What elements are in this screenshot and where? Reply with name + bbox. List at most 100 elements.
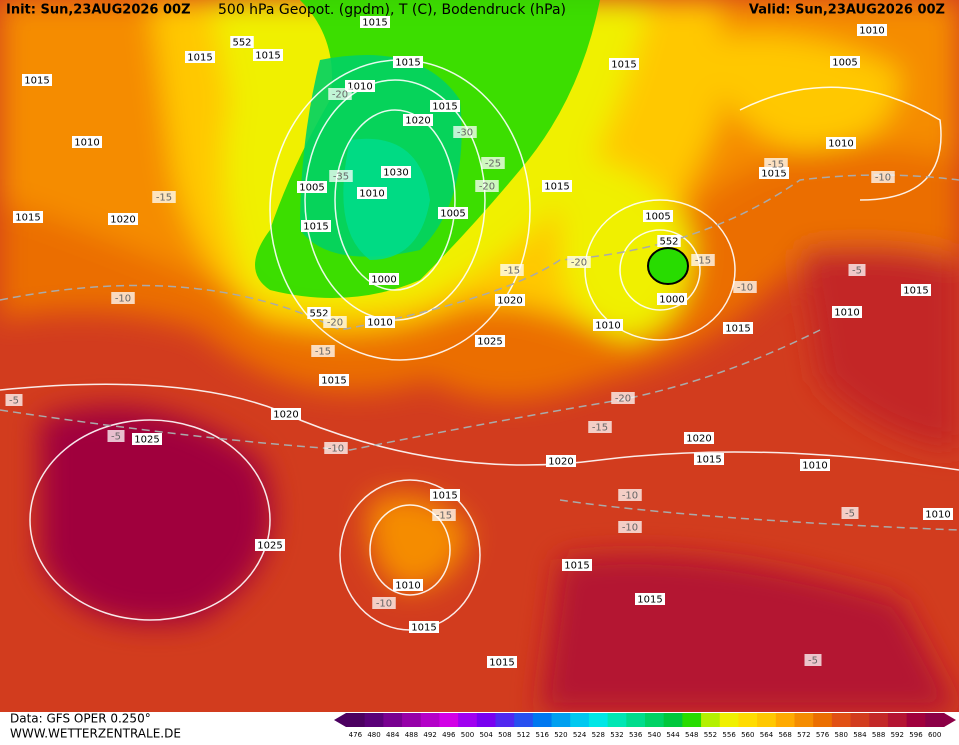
- site: WWW.WETTERZENTRALE.DE: [10, 727, 181, 741]
- colorbar-swatch: [906, 713, 926, 727]
- label-box: [107, 430, 125, 442]
- label-box: [328, 88, 352, 100]
- label-box: [311, 345, 335, 357]
- label-box: [22, 74, 52, 86]
- colorbar-swatch: [831, 713, 852, 727]
- colorbar-label: 576: [816, 731, 830, 739]
- colorbar-swatch: [495, 713, 515, 727]
- label-box: [365, 316, 395, 328]
- label-box: [72, 136, 102, 148]
- label-box: [475, 335, 505, 347]
- label-box: [369, 273, 399, 285]
- colorbar-label: 536: [629, 731, 643, 739]
- label-box: [487, 656, 517, 668]
- temperature-label: -20: [332, 90, 348, 101]
- colorbar-label: 552: [704, 731, 717, 739]
- colorbar-label: 560: [741, 731, 754, 739]
- pressure-label: 1010: [347, 82, 372, 93]
- pressure-label: 1015: [903, 286, 928, 297]
- label-box: [723, 322, 753, 334]
- colorbar-label: 544: [666, 731, 680, 739]
- label-box: [381, 166, 411, 178]
- label-box: [409, 621, 439, 633]
- pressure-label: 1010: [828, 139, 853, 150]
- colorbar-swatch: [458, 713, 478, 727]
- pressure-label: 1020: [273, 410, 298, 421]
- colorbar-swatch: [738, 713, 758, 727]
- pressure-label: 1010: [367, 318, 392, 329]
- temperature-label: -5: [111, 432, 121, 443]
- temperature-label: -5: [9, 396, 19, 407]
- pressure-label: 1015: [24, 76, 49, 87]
- label-box: [657, 235, 681, 247]
- colorbar-swatch: [439, 713, 459, 727]
- pressure-label: 1025: [477, 337, 502, 348]
- colorbar-label: 520: [554, 731, 567, 739]
- label-box: [230, 36, 254, 48]
- colorbar-swatch: [364, 713, 384, 727]
- colorbar-swatch: [682, 713, 702, 727]
- label-box: [857, 24, 887, 36]
- temperature-label: -10: [376, 599, 392, 610]
- label-box: [848, 264, 866, 276]
- temperature-label: -25: [485, 159, 501, 170]
- colorbar-label: 588: [872, 731, 885, 739]
- pressure-label: 1025: [257, 541, 282, 552]
- colorbar-end: [334, 713, 346, 727]
- pressure-label: 1015: [362, 18, 387, 29]
- label-box: [567, 256, 591, 268]
- colorbar-swatch: [645, 713, 665, 727]
- temperature-label: -10: [622, 491, 638, 502]
- label-box: [301, 220, 331, 232]
- label-box: [430, 489, 460, 501]
- colorbar-label: 568: [778, 731, 791, 739]
- pressure-label: 1010: [74, 138, 99, 149]
- temperature-label: -5: [852, 266, 862, 277]
- label-box: [319, 374, 349, 386]
- pressure-label: 1020: [497, 296, 522, 307]
- temperature-label: -10: [622, 523, 638, 534]
- label-box: [430, 100, 460, 112]
- label-box: [832, 306, 862, 318]
- colorbar-swatch: [813, 713, 833, 727]
- label-box: [323, 316, 347, 328]
- pressure-label: 1000: [371, 275, 396, 286]
- pressure-label: 1015: [15, 213, 40, 224]
- label-box: [830, 56, 860, 68]
- temperature-label: -10: [737, 283, 753, 294]
- label-box: [393, 56, 423, 68]
- label-box: [657, 293, 687, 305]
- label-box: [609, 58, 639, 70]
- temperature-label: -5: [808, 656, 818, 667]
- label-box: [694, 453, 724, 465]
- colorbar-swatch: [551, 713, 571, 727]
- temperature-label: -30: [457, 128, 473, 139]
- label-box: [618, 521, 642, 533]
- label-box: [152, 191, 176, 203]
- colorbar-label: 564: [760, 731, 774, 739]
- temperature-label: -20: [479, 182, 495, 193]
- label-box: [804, 654, 822, 666]
- pressure-label: 1005: [440, 209, 465, 220]
- colorbar-label: 500: [461, 731, 474, 739]
- colorbar-swatch: [514, 713, 534, 727]
- label-box: [593, 319, 623, 331]
- temperature-label: -5: [845, 509, 855, 520]
- label-box: [132, 433, 162, 445]
- colorbar-label: 540: [648, 731, 661, 739]
- colorbar-swatch: [719, 713, 739, 727]
- pressure-label: 1025: [134, 435, 159, 446]
- colorbar-swatch: [346, 713, 366, 727]
- init-time: Init: Sun,23AUG2026 00Z: [6, 3, 191, 18]
- temperature-label: -10: [875, 173, 891, 184]
- temperature-label: -10: [115, 294, 131, 305]
- colorbar-label: 556: [722, 731, 736, 739]
- colorbar-swatch: [887, 713, 908, 727]
- temperature-label: -20: [327, 318, 343, 329]
- pressure-label: 1015: [411, 623, 436, 634]
- colorbar-label: 584: [853, 731, 867, 739]
- temperature-label: -15: [592, 423, 608, 434]
- temperature-label: -20: [571, 258, 587, 269]
- label-box: [871, 171, 895, 183]
